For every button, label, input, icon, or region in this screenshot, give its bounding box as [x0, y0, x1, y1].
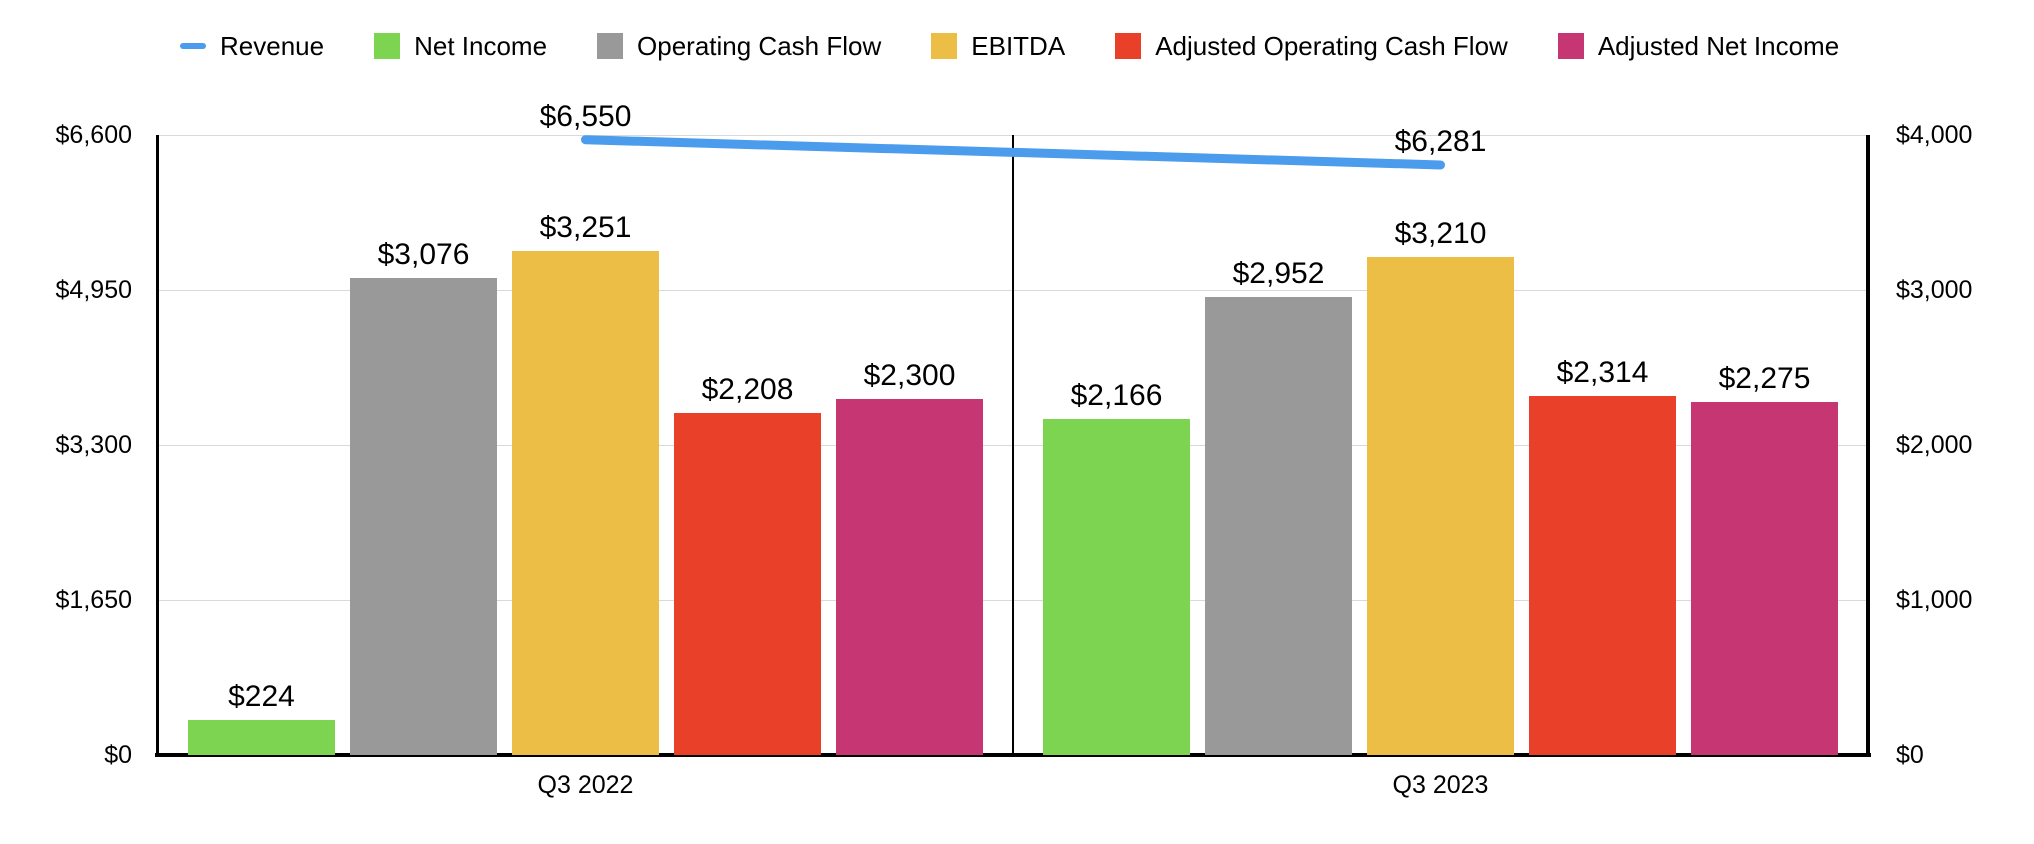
legend-item-operating-cash-flow[interactable]: Operating Cash Flow: [597, 30, 881, 62]
plot-right-border: [1866, 135, 1870, 755]
bar-adjusted-operating-cash-flow-q3-2022[interactable]: [674, 412, 821, 755]
right-axis-tick-4-000: $4,000: [1896, 121, 1973, 149]
legend-swatch-adjusted-operating-cash-flow: [1115, 33, 1142, 59]
value-label-adjusted-operating-cash-flow-q3-2022: $2,208: [701, 372, 794, 406]
value-label-revenue-q3-2023: $6,281: [1394, 124, 1487, 158]
legend-swatch-operating-cash-flow: [597, 33, 624, 59]
left-axis-tick-6-600: $6,600: [55, 121, 132, 149]
legend-line-swatch-revenue: [180, 43, 206, 49]
value-label-adjusted-net-income-q3-2022: $2,300: [863, 358, 956, 392]
bar-ebitda-q3-2023[interactable]: [1367, 257, 1514, 755]
bar-adjusted-operating-cash-flow-q3-2023[interactable]: [1529, 396, 1676, 755]
value-label-ebitda-q3-2022: $3,251: [539, 211, 632, 245]
x-axis-label-q3-2023: Q3 2023: [1392, 771, 1489, 799]
value-label-net-income-q3-2023: $2,166: [1070, 379, 1163, 413]
legend-item-ebitda[interactable]: EBITDA: [931, 30, 1065, 62]
legend-item-revenue[interactable]: Revenue: [180, 30, 324, 62]
bar-operating-cash-flow-q3-2022[interactable]: [350, 278, 497, 755]
right-axis-tick-0: $0: [1896, 741, 1924, 769]
legend-item-adjusted-operating-cash-flow[interactable]: Adjusted Operating Cash Flow: [1115, 30, 1508, 62]
right-axis-tick-1-000: $1,000: [1896, 586, 1973, 614]
bar-adjusted-net-income-q3-2022[interactable]: [836, 398, 983, 755]
plot-left-border: [156, 135, 159, 755]
legend-label-operating-cash-flow: Operating Cash Flow: [637, 31, 882, 61]
left-axis-tick-1-650: $1,650: [55, 586, 132, 614]
legend-swatch-adjusted-net-income: [1557, 33, 1584, 59]
left-axis-tick-4-950: $4,950: [55, 276, 132, 304]
legend-label-net-income: Net Income: [414, 31, 548, 61]
legend-label-adjusted-operating-cash-flow: Adjusted Operating Cash Flow: [1155, 31, 1508, 61]
legend-swatch-ebitda: [931, 33, 958, 59]
value-label-adjusted-net-income-q3-2023: $2,275: [1718, 362, 1811, 396]
bar-adjusted-net-income-q3-2023[interactable]: [1691, 402, 1838, 755]
right-axis-tick-3-000: $3,000: [1896, 276, 1973, 304]
legend-label-revenue: Revenue: [220, 31, 325, 61]
bar-ebitda-q3-2022[interactable]: [512, 251, 659, 755]
chart-legend: Revenue Net Income Operating Cash Flow EBIT…: [180, 30, 1839, 62]
legend-swatch-net-income: [374, 33, 401, 59]
bar-net-income-q3-2022[interactable]: [188, 720, 335, 755]
legend-item-net-income[interactable]: Net Income: [374, 30, 547, 62]
x-axis-baseline: [155, 753, 1871, 757]
legend-item-adjusted-net-income[interactable]: Adjusted Net Income: [1557, 30, 1840, 62]
value-label-adjusted-operating-cash-flow-q3-2023: $2,314: [1556, 356, 1649, 390]
legend-label-ebitda: EBITDA: [971, 31, 1066, 61]
x-axis-label-q3-2022: Q3 2022: [537, 771, 634, 799]
value-label-operating-cash-flow-q3-2023: $2,952: [1232, 257, 1325, 291]
value-label-operating-cash-flow-q3-2022: $3,076: [377, 238, 470, 272]
revenue-line[interactable]: [581, 135, 1445, 170]
right-axis-tick-2-000: $2,000: [1896, 431, 1973, 459]
value-label-revenue-q3-2022: $6,550: [539, 99, 632, 133]
left-axis-tick-0: $0: [104, 741, 132, 769]
legend-label-adjusted-net-income: Adjusted Net Income: [1597, 31, 1840, 61]
value-label-ebitda-q3-2023: $3,210: [1394, 217, 1487, 251]
category-divider: [1012, 135, 1014, 755]
bar-operating-cash-flow-q3-2023[interactable]: [1205, 297, 1352, 755]
left-axis-tick-3-300: $3,300: [55, 431, 132, 459]
value-label-net-income-q3-2022: $224: [228, 680, 295, 714]
bar-net-income-q3-2023[interactable]: [1043, 419, 1190, 755]
